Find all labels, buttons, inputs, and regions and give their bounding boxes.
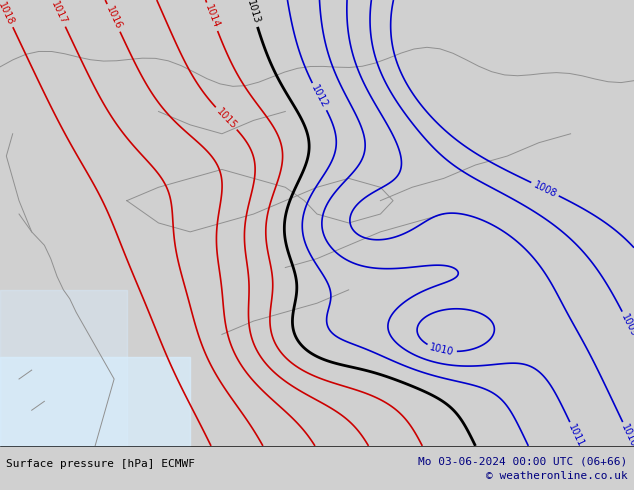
Text: 1015: 1015 — [214, 106, 238, 131]
Text: 1012: 1012 — [309, 83, 330, 110]
Text: 1017: 1017 — [49, 0, 68, 26]
Text: 1009: 1009 — [619, 312, 634, 339]
Text: Surface pressure [hPa] ECMWF: Surface pressure [hPa] ECMWF — [6, 459, 195, 469]
Text: 1014: 1014 — [203, 3, 221, 30]
Text: 1011: 1011 — [567, 423, 586, 449]
Text: Mo 03-06-2024 00:00 UTC (06+66): Mo 03-06-2024 00:00 UTC (06+66) — [418, 457, 628, 467]
Text: 1010: 1010 — [429, 342, 455, 358]
Text: © weatheronline.co.uk: © weatheronline.co.uk — [486, 471, 628, 481]
Text: 1010: 1010 — [619, 423, 634, 449]
Text: 1013: 1013 — [245, 0, 261, 25]
Text: 1008: 1008 — [532, 179, 558, 199]
Text: 1016: 1016 — [104, 5, 123, 31]
Text: 1018: 1018 — [0, 0, 16, 26]
